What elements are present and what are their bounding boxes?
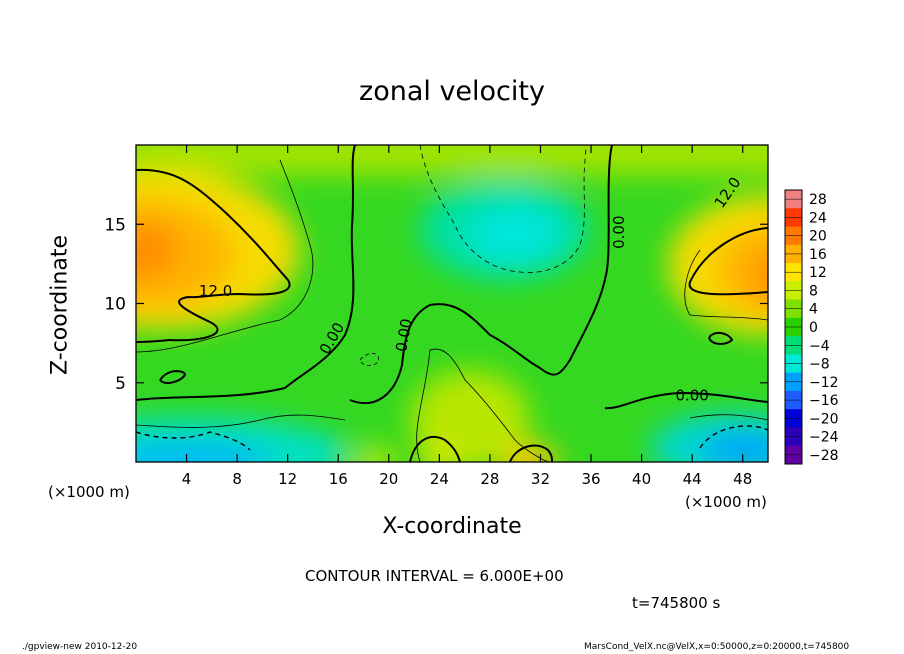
heatmap-field: 12.012.00.00 0.000.000.00 — [136, 145, 768, 462]
x-tick-label: 48 — [733, 470, 752, 488]
contour-line-12-right — [688, 227, 768, 296]
contour-line-neg12-right — [699, 425, 768, 449]
contour-line-neg6-right — [689, 414, 768, 421]
contour-label-text: 0.00 — [610, 215, 628, 248]
contour-line-neg6-island — [359, 353, 380, 366]
x-tick-label: 16 — [329, 470, 348, 488]
contour-label: 0.00 — [610, 215, 628, 248]
x-tick-label: 8 — [232, 470, 242, 488]
chart-title: zonal velocity — [359, 76, 545, 107]
colorbar-label: 12 — [809, 265, 827, 281]
y-tick-label: 15 — [104, 215, 126, 235]
colorbar-label: −28 — [809, 448, 839, 464]
colorbar-label: 24 — [809, 210, 827, 226]
y-axis-label: Z-coordinate — [47, 235, 73, 375]
contour-line-zero-center — [349, 145, 613, 405]
contour-line-zero-left — [136, 145, 356, 401]
x-tick-label: 40 — [632, 470, 651, 488]
field-bottom-warm-3 — [418, 448, 462, 462]
colorbar-label: 4 — [809, 302, 818, 318]
contour-line-neg6-center — [419, 145, 587, 273]
contour-line-6-center — [416, 348, 551, 462]
x-tick-label: 28 — [480, 470, 499, 488]
x-axis: 4 8 12 16 20 24 28 32 36 40 44 48 — [182, 145, 752, 488]
contour-label-text: 0.00 — [675, 386, 708, 404]
y-axis: 5 10 15 — [104, 215, 768, 394]
x-axis-label: X-coordinate — [382, 514, 522, 539]
contour-label: 0.00 — [675, 386, 708, 404]
footer-left: ./gpview-new 2010-12-20 — [22, 642, 138, 652]
colorbar-label: −12 — [809, 375, 839, 391]
x-tick-label: 32 — [531, 470, 550, 488]
colorbar-label: 16 — [809, 247, 827, 263]
contour-interval-label: CONTOUR INTERVAL = 6.000E+00 — [305, 567, 564, 585]
contour-label: 12.0 — [199, 282, 232, 300]
colorbar-label: 8 — [809, 283, 818, 299]
contour-line-12-left — [136, 168, 291, 343]
field-center-min — [470, 207, 560, 263]
x-tick-label: 44 — [683, 470, 702, 488]
field-right-jet-max — [752, 253, 768, 297]
field-bottom-left-min — [136, 442, 270, 462]
x-tick-label: 36 — [581, 470, 600, 488]
contour-line-neg6-left — [136, 414, 346, 428]
colorbar-label: 28 — [809, 192, 827, 208]
field-left-jet-max — [136, 220, 180, 280]
x-tick-label: 24 — [430, 470, 449, 488]
colorbar-label: 20 — [809, 229, 827, 245]
contour-line-zero-right — [604, 391, 768, 410]
contour-line-zero-island — [159, 370, 187, 384]
y-tick-label: 5 — [115, 374, 126, 394]
field-bottom-warm-2 — [353, 448, 397, 462]
contour-label: 0.00 — [392, 317, 416, 353]
field-bottom-right-min — [700, 432, 768, 462]
footer-right: MarsCond_VelX.nc@VelX,x=0:50000,z=0:2000… — [584, 642, 850, 652]
contour-line-zero-bottom-2 — [509, 444, 553, 462]
x-tick-label: 20 — [379, 470, 398, 488]
time-label: t=745800 s — [632, 594, 721, 612]
field-top-band — [136, 145, 768, 175]
contour-line-6-right — [684, 249, 768, 321]
colorbar: 28 24 20 16 12 8 4 0 −4 −8 −12 −16 −20 −24 −28 — [784, 189, 839, 465]
colorbar-label: −24 — [809, 430, 839, 446]
contour-line-6-left — [136, 159, 314, 353]
colorbar-label: −8 — [809, 357, 830, 373]
y-tick-label: 10 — [104, 295, 126, 315]
x-tick-label: 12 — [278, 470, 297, 488]
colorbar-label: −4 — [809, 338, 830, 354]
x-unit-label-right: (×1000 m) — [685, 493, 767, 511]
x-tick-label: 4 — [182, 470, 192, 488]
contour-label-text: 12.0 — [199, 282, 232, 300]
x-unit-label-left: (×1000 m) — [48, 483, 130, 501]
field-center-tongue — [410, 370, 530, 462]
contour-label-text: 0.00 — [392, 317, 416, 353]
contour-line-12-island — [708, 332, 734, 345]
colorbar-swatch — [785, 244, 802, 264]
contour-lines — [136, 145, 768, 462]
colorbar-label: −20 — [809, 411, 839, 427]
colorbar-label: 0 — [809, 320, 818, 336]
colorbar-label: −16 — [809, 393, 839, 409]
contour-line-neg12-left — [136, 431, 251, 451]
